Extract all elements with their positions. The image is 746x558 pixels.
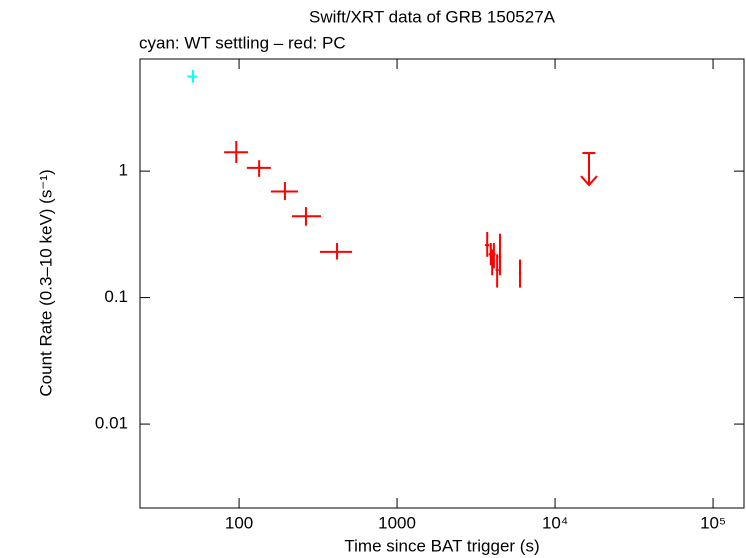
x-tick-label: 10⁴ <box>542 513 568 532</box>
upper-limit-arrow <box>580 153 598 187</box>
chart-title: Swift/XRT data of GRB 150527A <box>309 7 556 26</box>
y-tick-label: 0.1 <box>104 287 128 306</box>
x-axis-label: Time since BAT trigger (s) <box>344 536 539 555</box>
x-tick-label: 100 <box>225 513 253 532</box>
x-tick-label: 10⁵ <box>700 513 726 532</box>
plot-frame <box>139 58 745 509</box>
y-tick-label: 0.01 <box>95 414 128 433</box>
x-tick-label: 1000 <box>378 513 416 532</box>
y-tick-label: 1 <box>119 161 128 180</box>
y-axis-label: Count Rate (0.3–10 keV) (s⁻¹) <box>36 169 55 396</box>
chart-subtitle: cyan: WT settling – red: PC <box>139 33 346 52</box>
